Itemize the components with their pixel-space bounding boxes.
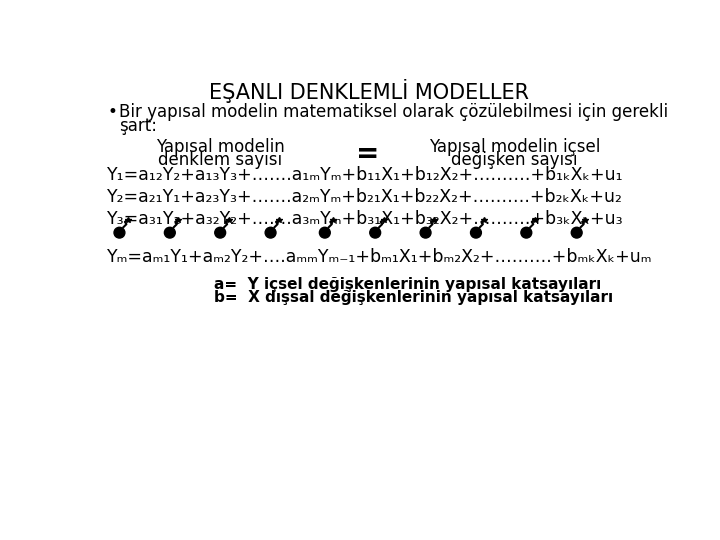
Text: Yₘ=aₘ₁Y₁+aₘ₂Y₂+….aₘₘYₘ₋₁+bₘ₁X₁+bₘ₂X₂+……….+bₘₖXₖ+uₘ: Yₘ=aₘ₁Y₁+aₘ₂Y₂+….aₘₘYₘ₋₁+bₘ₁X₁+bₘ₂X₂+…………: [107, 248, 652, 266]
Text: a=  Y içsel değişkenlerinin yapısal katsayıları: a= Y içsel değişkenlerinin yapısal katsa…: [214, 276, 601, 292]
Circle shape: [571, 227, 582, 238]
Text: EŞANLI DENKLEMLİ MODELLER: EŞANLI DENKLEMLİ MODELLER: [209, 79, 529, 103]
Text: =: =: [356, 140, 379, 168]
Circle shape: [265, 227, 276, 238]
Text: b=  X dışsal değişkenlerinin yapısal katsayıları: b= X dışsal değişkenlerinin yapısal kats…: [214, 291, 613, 306]
Text: Y₃=a₃₁Y₁+a₃₂Y₂+…….a₃ₘYₘ+b₃₁X₁+b₃₂X₂+……….+b₃ₖXₖ+u₃: Y₃=a₃₁Y₁+a₃₂Y₂+…….a₃ₘYₘ+b₃₁X₁+b₃₂X₂+……….…: [107, 210, 624, 227]
Text: Y₂=a₂₁Y₁+a₂₃Y₃+…….a₂ₘYₘ+b₂₁X₁+b₂₂X₂+……….+b₂ₖXₖ+u₂: Y₂=a₂₁Y₁+a₂₃Y₃+…….a₂ₘYₘ+b₂₁X₁+b₂₂X₂+……….…: [107, 188, 623, 206]
Text: Yapısal modelin içsel: Yapısal modelin içsel: [429, 138, 600, 156]
Text: değişken sayısı: değişken sayısı: [451, 151, 578, 169]
Text: denklem sayısı: denklem sayısı: [158, 151, 282, 169]
Circle shape: [521, 227, 532, 238]
Circle shape: [471, 227, 482, 238]
Circle shape: [164, 227, 175, 238]
Text: Yapısal modelin: Yapısal modelin: [156, 138, 284, 156]
Circle shape: [320, 227, 330, 238]
Text: şart:: şart:: [120, 117, 158, 135]
Text: Y₁=a₁₂Y₂+a₁₃Y₃+…….a₁ₘYₘ+b₁₁X₁+b₁₂X₂+……….+b₁ₖXₖ+u₁: Y₁=a₁₂Y₂+a₁₃Y₃+…….a₁ₘYₘ+b₁₁X₁+b₁₂X₂+……….…: [107, 166, 624, 185]
Text: •: •: [107, 103, 117, 122]
Text: Bir yapısal modelin matematiksel olarak çözülebilmesi için gerekli: Bir yapısal modelin matematiksel olarak …: [120, 103, 669, 122]
Circle shape: [420, 227, 431, 238]
Circle shape: [215, 227, 225, 238]
Circle shape: [370, 227, 381, 238]
Circle shape: [114, 227, 125, 238]
